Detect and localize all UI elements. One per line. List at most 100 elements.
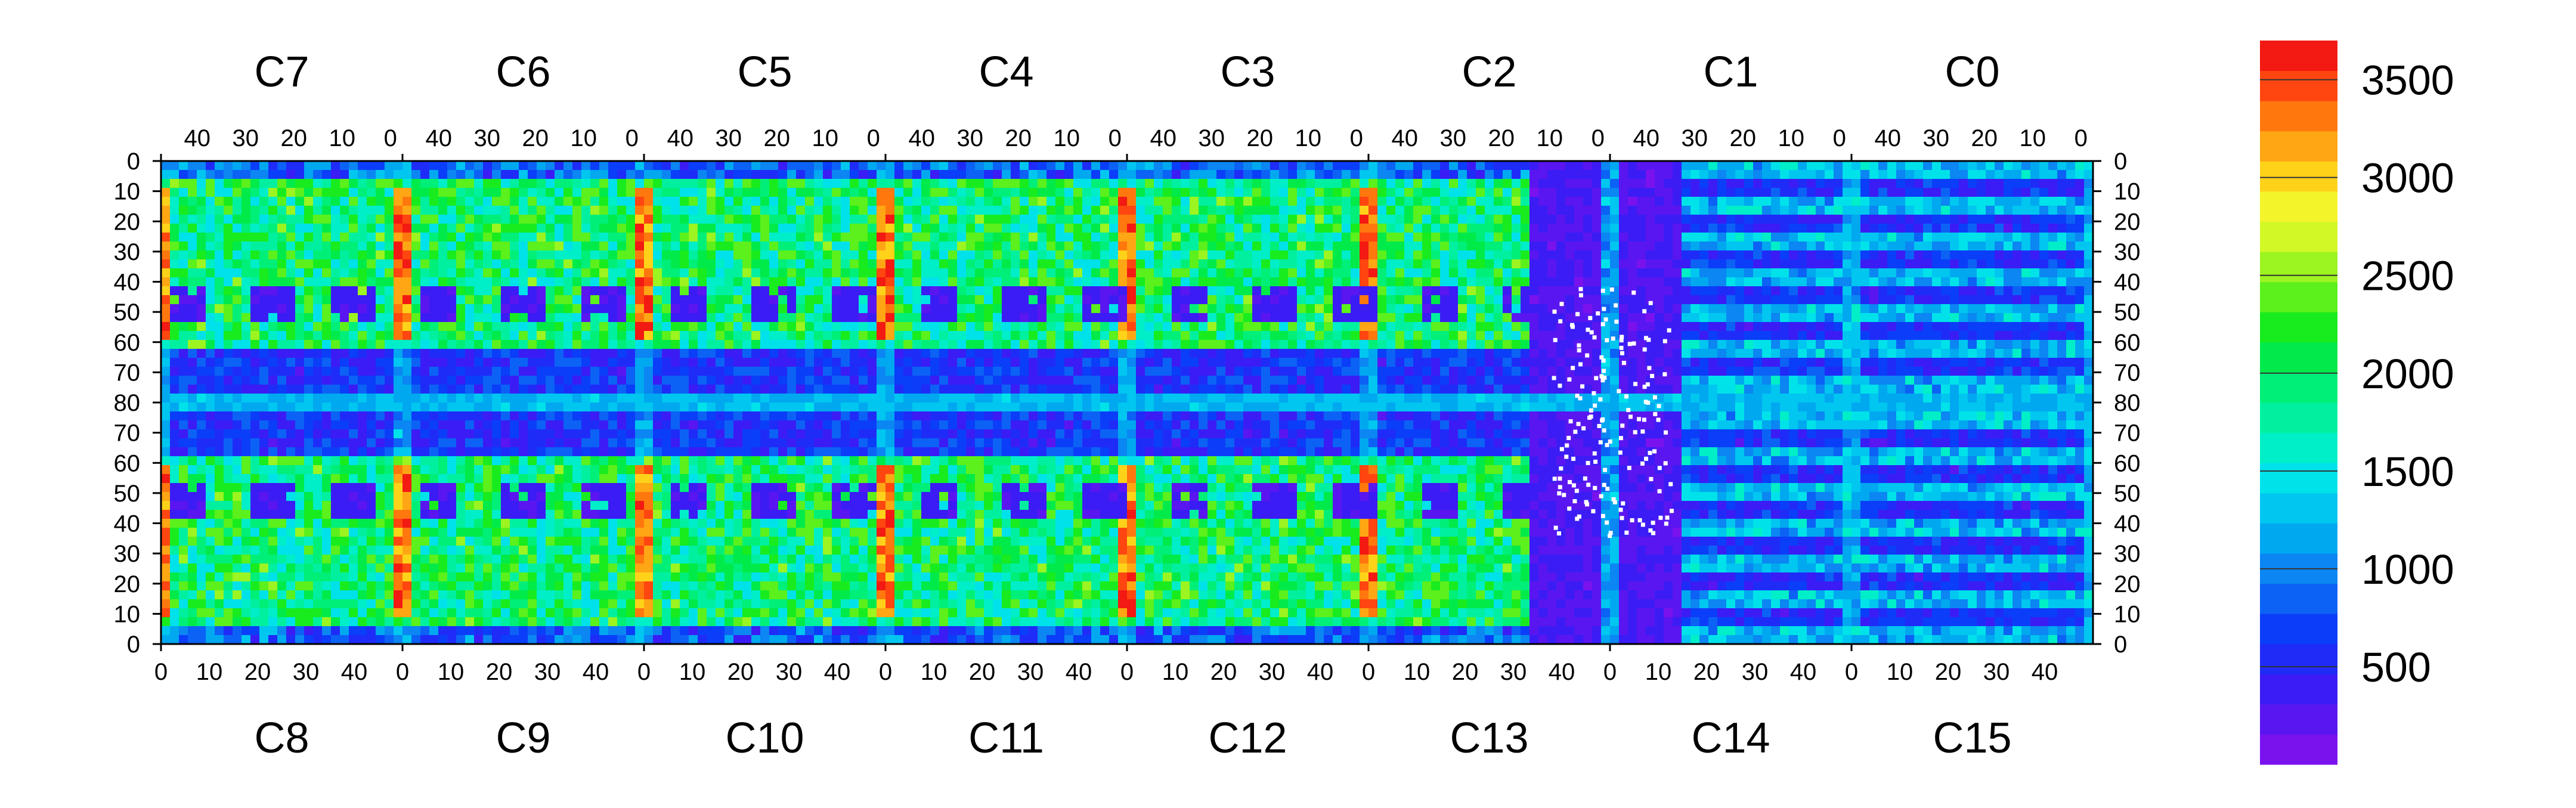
- heatmap-cell: [1717, 206, 1726, 215]
- heatmap-cell: [1780, 170, 1789, 179]
- heatmap-cell: [546, 322, 555, 331]
- heatmap-cell: [1682, 259, 1690, 268]
- heatmap-cell: [671, 331, 680, 340]
- heatmap-cell: [1547, 331, 1556, 340]
- heatmap-cell: [2075, 349, 2084, 358]
- heatmap-cell: [1699, 233, 1708, 242]
- heatmap-cell: [653, 215, 662, 224]
- heatmap-cell: [1270, 313, 1279, 322]
- heatmap-cell: [331, 224, 340, 233]
- heatmap-cell: [1270, 161, 1279, 170]
- heatmap-cell: [358, 215, 367, 224]
- heatmap-cell: [850, 286, 859, 295]
- heatmap-cell: [1887, 268, 1896, 277]
- heatmap-cell: [635, 358, 644, 367]
- heatmap-cell: [429, 268, 438, 277]
- heatmap-cell: [716, 304, 724, 313]
- heatmap-cell: [537, 349, 546, 358]
- heatmap-cell: [608, 224, 617, 233]
- heatmap-cell: [1986, 322, 1995, 331]
- heatmap-cell: [1261, 242, 1270, 250]
- heatmap-cell: [912, 170, 921, 179]
- heatmap-cell: [1682, 161, 1690, 170]
- heatmap-cell: [617, 250, 626, 259]
- heatmap-cell: [1225, 268, 1234, 277]
- heatmap-cell: [903, 322, 912, 331]
- heatmap-cell: [930, 313, 939, 322]
- heatmap-cell: [1547, 358, 1556, 367]
- heatmap-cell: [1234, 233, 1243, 242]
- heatmap-cell: [2075, 358, 2084, 367]
- heatmap-cell: [1029, 331, 1038, 340]
- heatmap-cell: [331, 358, 340, 367]
- heatmap-cell: [787, 242, 796, 250]
- heatmap-cell: [438, 206, 447, 215]
- heatmap-cell: [1887, 313, 1896, 322]
- heatmap-cell: [1342, 295, 1351, 304]
- heatmap-cell: [1995, 349, 2004, 358]
- heatmap-cell: [1878, 250, 1887, 259]
- heatmap-cell: [742, 242, 751, 250]
- heatmap-cell: [2075, 295, 2084, 304]
- heatmap-cell: [1905, 331, 1914, 340]
- heatmap-cell: [805, 259, 814, 268]
- heatmap-cell: [796, 331, 805, 340]
- heatmap-cell: [286, 277, 295, 286]
- heatmap-cell: [2066, 233, 2075, 242]
- heatmap-cell: [993, 268, 1002, 277]
- heatmap-cell: [224, 340, 233, 349]
- heatmap-cell: [975, 268, 984, 277]
- heatmap-cell: [331, 367, 340, 376]
- heatmap-cell: [376, 250, 385, 259]
- heatmap-cell: [1538, 250, 1547, 259]
- heatmap-cell: [1771, 242, 1780, 250]
- heatmap-cell: [1887, 215, 1896, 224]
- heatmap-cell: [1252, 250, 1261, 259]
- heatmap-cell: [2084, 349, 2093, 358]
- heatmap-cell: [2048, 206, 2057, 215]
- heatmap-cell: [1449, 215, 1458, 224]
- heatmap-cell: [1002, 259, 1011, 268]
- heatmap-cell: [1547, 206, 1556, 215]
- heatmap-cell: [1914, 304, 1923, 313]
- heatmap-cell: [599, 170, 608, 179]
- heatmap-cell: [1118, 277, 1127, 286]
- heatmap-cell: [653, 179, 662, 188]
- heatmap-cell: [1494, 313, 1503, 322]
- heatmap-cell: [394, 188, 402, 197]
- heatmap-cell: [1351, 295, 1360, 304]
- heatmap-cell: [1664, 206, 1673, 215]
- heatmap-cell: [340, 259, 349, 268]
- heatmap-cell: [1422, 304, 1431, 313]
- heatmap-cell: [1941, 268, 1950, 277]
- heatmap-cell: [948, 188, 957, 197]
- heatmap-cell: [1860, 259, 1869, 268]
- heatmap-cell: [564, 188, 572, 197]
- heatmap-cell: [877, 286, 886, 295]
- heatmap-cell: [1154, 358, 1163, 367]
- heatmap-cell: [420, 304, 429, 313]
- heatmap-cell: [957, 349, 966, 358]
- heatmap-cell: [277, 304, 286, 313]
- heatmap-cell: [653, 322, 662, 331]
- heatmap-cell: [1091, 268, 1100, 277]
- heatmap-cell: [1020, 188, 1029, 197]
- heatmap-cell: [1601, 242, 1610, 250]
- heatmap-cell: [233, 295, 242, 304]
- heatmap-cell: [1073, 286, 1082, 295]
- heatmap-cell: [376, 295, 385, 304]
- heatmap-cell: [206, 295, 215, 304]
- heatmap-cell: [1619, 268, 1628, 277]
- heatmap-cell: [2048, 268, 2057, 277]
- heatmap-cell: [1315, 250, 1324, 259]
- heatmap-cell: [1789, 286, 1798, 295]
- heatmap-cell: [1082, 188, 1091, 197]
- heatmap-cell: [1100, 259, 1109, 268]
- heatmap-cell: [1744, 179, 1753, 188]
- heatmap-cell: [644, 313, 653, 322]
- heatmap-cell: [814, 268, 823, 277]
- heatmap-cell: [1109, 349, 1118, 358]
- heatmap-cell: [957, 197, 966, 206]
- heatmap-cell: [1020, 259, 1029, 268]
- heatmap-cell: [1431, 259, 1440, 268]
